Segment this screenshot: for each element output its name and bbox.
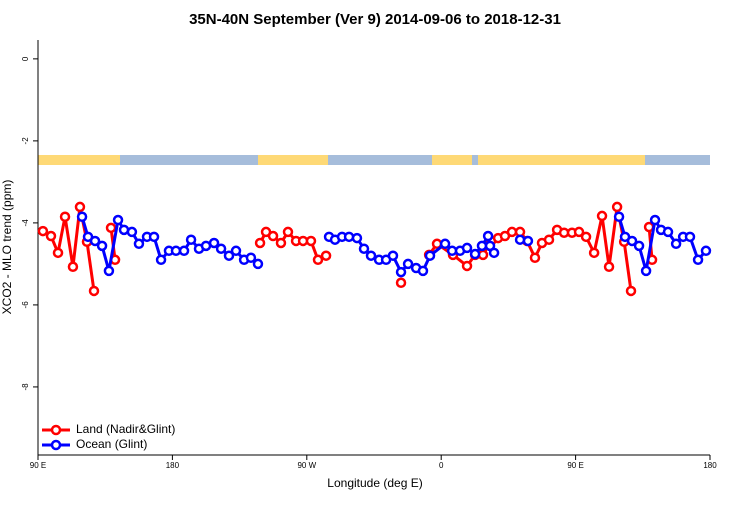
x-axis-label: Longitude (deg E) <box>327 476 422 490</box>
series-point <box>223 250 235 261</box>
x-tick-label: 90 W <box>297 461 316 470</box>
series-point <box>613 211 625 222</box>
series-point <box>343 231 355 243</box>
x-tick-label: 180 <box>166 461 180 470</box>
series-point <box>67 261 79 273</box>
x-tick-label: 90 E <box>567 461 583 470</box>
series-point <box>320 250 332 261</box>
series-point <box>625 285 637 297</box>
series-point <box>282 226 294 238</box>
series-point <box>351 232 363 244</box>
series-point <box>254 237 266 249</box>
series-point <box>514 234 526 245</box>
series-point <box>482 230 494 242</box>
series-point <box>506 226 518 238</box>
y-tick-label: -4 <box>21 219 30 227</box>
series-point <box>133 238 145 250</box>
series-point <box>461 260 473 272</box>
series-point <box>488 247 500 259</box>
series-point <box>200 240 212 252</box>
series-point <box>37 225 49 237</box>
series-point <box>126 226 138 238</box>
series-point <box>267 230 279 242</box>
series-point <box>395 266 407 278</box>
x-tick-label: 180 <box>703 461 717 470</box>
series-point <box>640 265 652 277</box>
series-point <box>245 252 257 264</box>
series-point <box>148 231 160 243</box>
series-point <box>417 265 429 277</box>
series-point <box>424 250 436 261</box>
series-point <box>76 211 88 222</box>
series-point <box>588 247 600 259</box>
series-point <box>611 201 623 213</box>
series-point <box>692 254 704 266</box>
series-point <box>522 235 534 247</box>
series-point <box>543 234 555 245</box>
y-tick-label: -6 <box>21 301 30 309</box>
series-point <box>633 240 645 252</box>
series-point <box>74 201 86 213</box>
series-point <box>395 277 407 289</box>
x-tick-label: 0 <box>439 461 444 470</box>
series-point <box>89 235 101 247</box>
series-point <box>208 237 220 249</box>
series-point <box>155 254 167 266</box>
series-point <box>215 243 227 254</box>
series-point <box>700 245 712 257</box>
series-point <box>529 252 541 264</box>
legend-marker <box>50 439 62 451</box>
series-point <box>439 238 451 250</box>
series-point <box>626 235 638 247</box>
series-point <box>476 240 488 252</box>
series-point <box>252 258 264 270</box>
series-point <box>275 237 287 249</box>
series-point <box>305 235 317 247</box>
series-point <box>170 245 182 257</box>
series-point <box>670 238 682 250</box>
series-point <box>112 214 124 226</box>
legend-marker <box>50 424 62 436</box>
series-point <box>603 261 615 273</box>
series-point <box>387 250 399 261</box>
y-tick-label: -8 <box>21 383 30 391</box>
series-point <box>461 242 473 254</box>
series-point <box>358 243 370 254</box>
series-point <box>230 245 242 257</box>
series-point <box>59 211 71 222</box>
series-point <box>105 222 117 234</box>
chart-title: 35N-40N September (Ver 9) 2014-09-06 to … <box>189 11 561 28</box>
series-point <box>312 254 324 266</box>
series-point <box>96 240 108 252</box>
series-point <box>684 231 696 243</box>
series-point <box>662 226 674 238</box>
legend-label: Land (Nadir&Glint) <box>76 422 175 436</box>
legend-label: Ocean (Glint) <box>76 437 147 451</box>
series-point <box>45 230 57 242</box>
series-point <box>596 210 608 222</box>
y-tick-label: 0 <box>21 56 30 61</box>
series-point <box>649 214 661 226</box>
map-strip <box>38 155 710 165</box>
y-tick-label: -2 <box>21 137 30 145</box>
series-point <box>103 265 115 277</box>
series-point <box>178 245 190 257</box>
x-tick-label: 90 E <box>30 461 46 470</box>
series-point <box>469 248 481 260</box>
series-point <box>52 247 64 259</box>
series-point <box>573 226 585 238</box>
series-point <box>365 250 377 261</box>
y-axis-label: XCO2 - MLO trend (ppm) <box>0 180 14 315</box>
series-point <box>185 234 197 245</box>
series-point <box>402 258 414 270</box>
series-point <box>580 231 592 243</box>
series-point <box>88 285 100 297</box>
